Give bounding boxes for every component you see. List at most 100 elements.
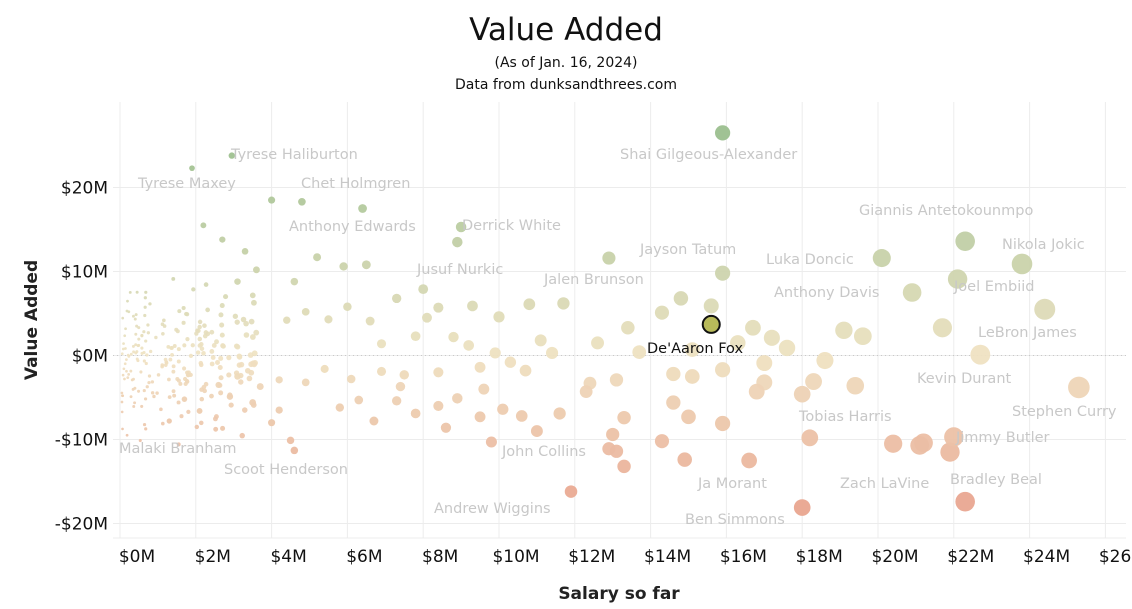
data-point-labeled [418, 284, 429, 295]
data-point [335, 403, 344, 412]
small-point [126, 299, 129, 303]
small-point [162, 318, 166, 323]
x-tick-label: $8M [422, 547, 458, 567]
data-point-labeled [290, 446, 299, 455]
small-point [194, 424, 200, 430]
data-point-labeled [715, 125, 731, 141]
small-point [134, 332, 138, 336]
small-point [140, 404, 144, 408]
point-label: Chet Holmgren [301, 176, 410, 192]
small-point [181, 305, 186, 311]
data-point [422, 312, 432, 323]
small-point [125, 358, 128, 362]
point-label: Tobias Harris [798, 409, 892, 425]
small-point [176, 347, 181, 352]
data-point [361, 260, 371, 270]
small-point [126, 376, 130, 380]
small-point [182, 343, 187, 348]
small-point [177, 309, 182, 314]
data-point-labeled [1011, 253, 1033, 275]
small-point [142, 359, 146, 363]
point-label: Shai Gilgeous-Alexander [620, 147, 797, 163]
data-point-labeled [741, 452, 757, 469]
data-point [666, 395, 681, 410]
small-point [250, 334, 256, 340]
data-point [474, 361, 486, 373]
small-point [191, 287, 196, 292]
small-point [132, 350, 136, 354]
small-point [172, 393, 177, 398]
point-label: Jusuf Nurkic [416, 262, 503, 278]
small-point [202, 323, 207, 328]
data-point [346, 374, 356, 384]
data-point [339, 262, 348, 271]
data-point [440, 422, 452, 433]
data-point [632, 345, 647, 359]
data-point [730, 335, 746, 351]
small-point [154, 335, 158, 340]
data-point [515, 410, 528, 422]
small-point [138, 438, 142, 443]
small-point [236, 362, 243, 368]
data-point [846, 376, 865, 395]
data-point-labeled [793, 385, 811, 403]
grid [113, 102, 1126, 539]
small-point [199, 387, 204, 392]
data-point-labeled [602, 251, 616, 265]
small-point [143, 296, 147, 300]
small-point [148, 302, 152, 306]
data-point [673, 291, 689, 306]
data-point [497, 403, 509, 415]
small-point [238, 379, 244, 385]
small-point [211, 343, 217, 348]
small-point [144, 339, 148, 343]
small-point [205, 331, 211, 337]
small-point [171, 364, 176, 369]
point-label: Anthony Edwards [289, 219, 416, 235]
data-point-labeled [910, 436, 930, 455]
small-point [217, 364, 223, 370]
small-point [160, 364, 164, 369]
data-point [654, 434, 670, 449]
x-tick-label: $0M [119, 547, 155, 567]
small-point [134, 343, 138, 347]
small-point [185, 373, 191, 378]
small-point [219, 332, 225, 338]
y-tick-label: -$10M [55, 431, 108, 451]
data-point [376, 366, 387, 377]
small-point [145, 385, 149, 389]
small-point [123, 362, 127, 366]
small-point [131, 344, 135, 348]
small-point [246, 375, 253, 382]
point-label: Zach LaVine [840, 476, 929, 492]
small-point [197, 319, 203, 325]
data-point-labeled [872, 249, 891, 268]
small-point [122, 367, 126, 371]
small-point [190, 343, 195, 348]
small-point [218, 375, 224, 381]
data-point [283, 316, 291, 324]
x-axis-title: Salary so far [558, 584, 680, 604]
small-point [144, 290, 148, 294]
small-point [137, 337, 141, 341]
data-point [621, 321, 635, 335]
point-label: Jimmy Butler [955, 430, 1050, 446]
small-point [226, 355, 232, 361]
data-point [290, 277, 299, 286]
small-point [253, 329, 260, 336]
small-point [249, 292, 256, 299]
small-point [155, 391, 159, 395]
data-point [534, 334, 547, 347]
small-point [166, 344, 171, 349]
small-point [124, 327, 127, 331]
small-point [185, 337, 190, 342]
data-point [579, 385, 593, 399]
x-tick-label: $12M [568, 547, 615, 567]
data-point [474, 411, 486, 423]
data-point [249, 399, 257, 406]
small-point [226, 372, 232, 378]
small-point [183, 376, 188, 382]
small-point [212, 416, 218, 422]
data-point [684, 369, 700, 384]
point-label: Andrew Wiggins [434, 501, 551, 517]
